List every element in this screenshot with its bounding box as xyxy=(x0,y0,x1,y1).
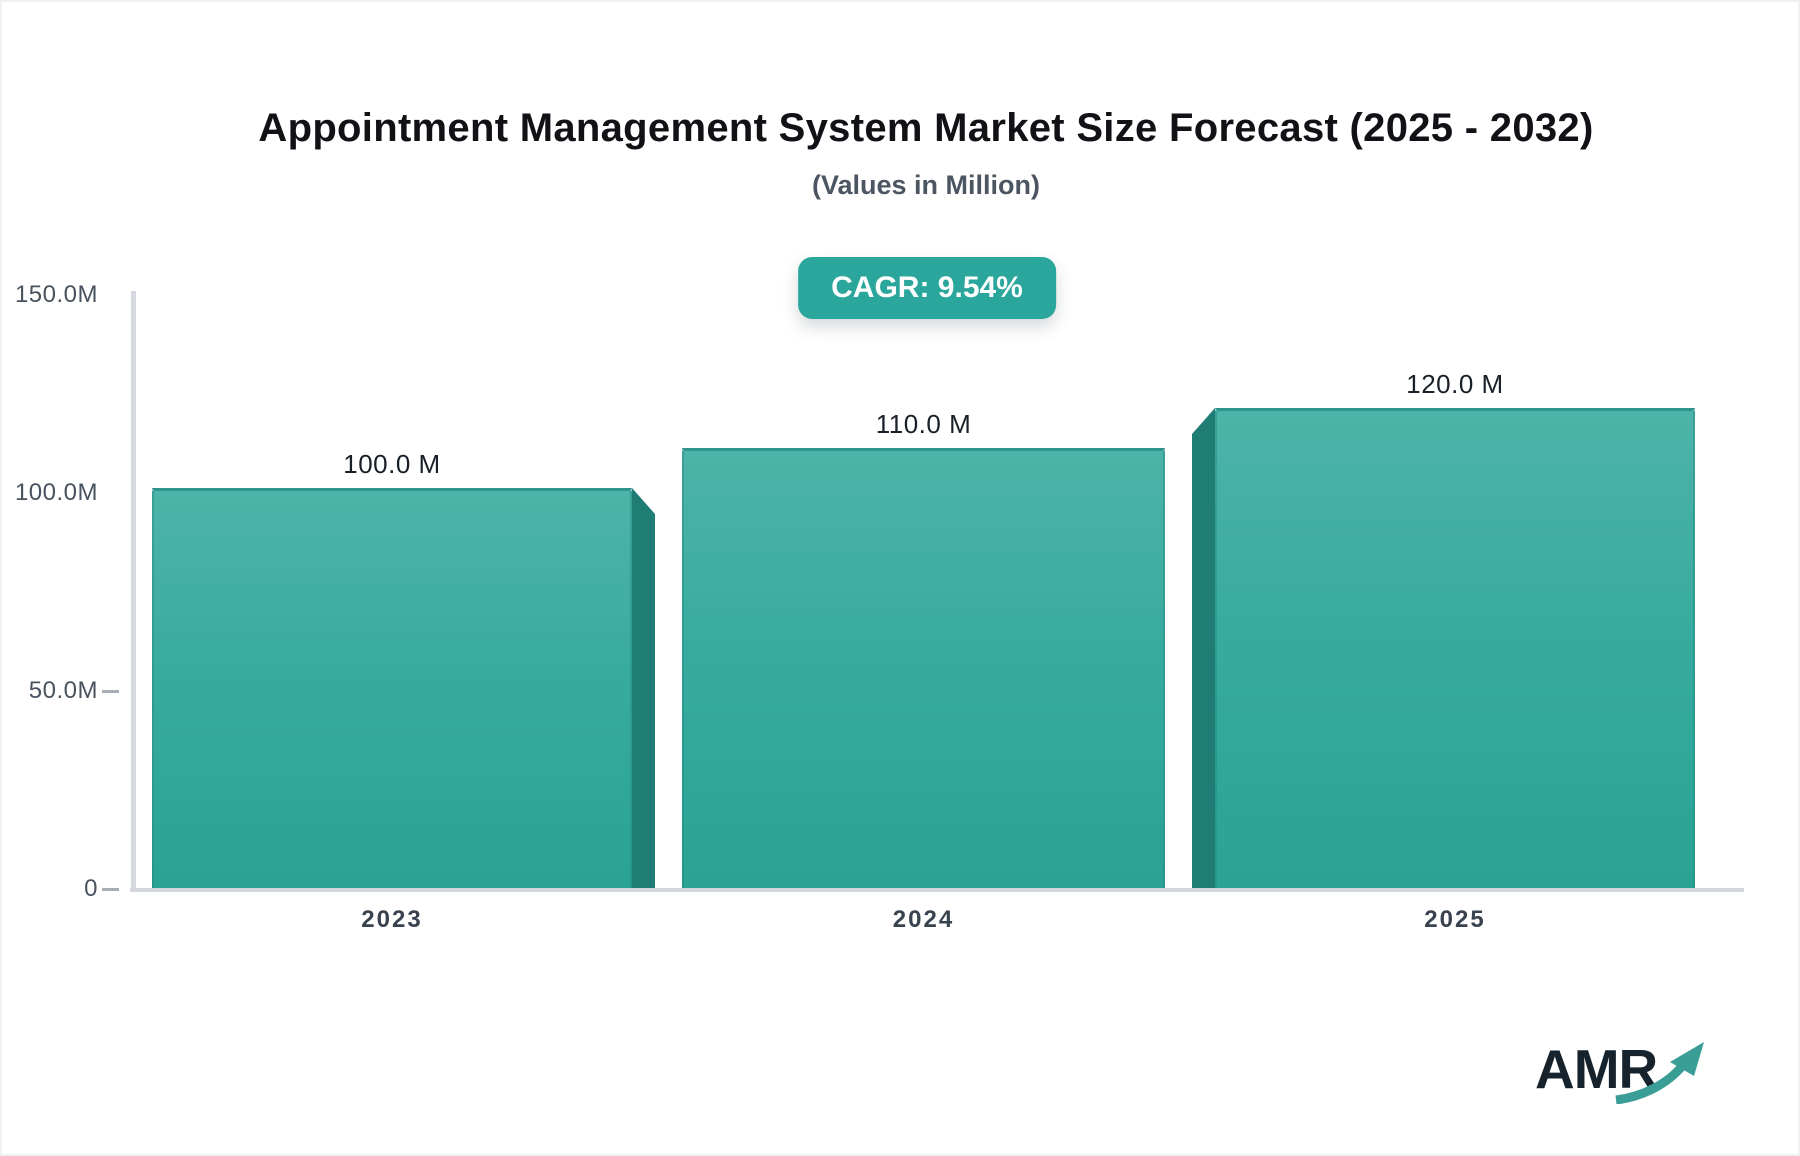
amr-logo-arrow-icon xyxy=(1615,1042,1704,1104)
y-axis-line xyxy=(131,291,136,892)
y-tick-label: 0 xyxy=(84,875,98,902)
y-tick-label: 50.0M xyxy=(28,677,98,704)
chart-subtitle: (Values in Million) xyxy=(811,170,1041,200)
x-tick-label: 2023 xyxy=(361,906,423,933)
bar-side-face xyxy=(1192,408,1215,888)
bar xyxy=(682,448,1165,888)
bar-side-face xyxy=(632,488,655,888)
amr-logo: AMR xyxy=(1535,1042,1735,1122)
y-tick-mark xyxy=(102,690,119,693)
bar-value-label: 110.0 M xyxy=(875,409,972,439)
x-tick-label: 2025 xyxy=(1424,906,1486,933)
y-tick-label: 150.0M xyxy=(14,281,98,308)
cagr-badge: CAGR: 9.54% xyxy=(798,257,1056,319)
chart-title: Appointment Management System Market Siz… xyxy=(258,106,1594,150)
bar xyxy=(152,488,632,888)
x-axis-line xyxy=(130,888,1744,892)
y-tick-label: 100.0M xyxy=(14,479,98,506)
bar xyxy=(1215,408,1695,888)
bar-value-label: 100.0 M xyxy=(343,449,441,479)
y-tick-mark xyxy=(102,888,119,891)
x-tick-label: 2024 xyxy=(892,906,955,933)
amr-logo-text: AMR xyxy=(1535,1038,1658,1100)
bar-value-label: 120.0 M xyxy=(1406,369,1504,399)
